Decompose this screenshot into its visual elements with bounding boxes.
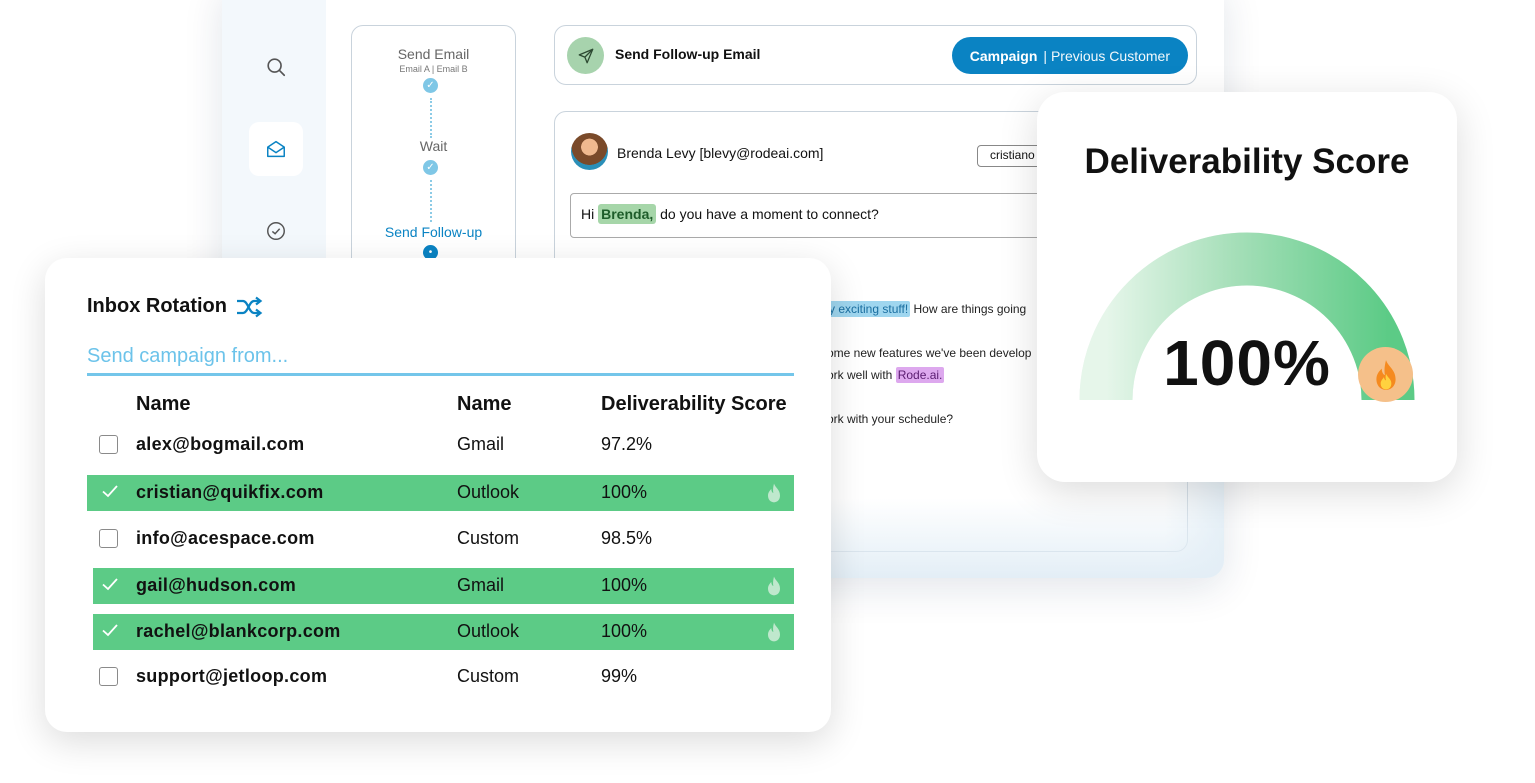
inbox-score: 97.2% [601, 434, 653, 454]
subject-suffix: do you have a moment to connect? [656, 206, 879, 222]
body-line: y exciting stuff! How are things going [827, 301, 1027, 317]
fire-icon [768, 622, 780, 642]
row-checkbox[interactable] [99, 667, 118, 686]
tasks-nav-button[interactable] [249, 204, 303, 258]
table-row[interactable]: info@acespace.com Custom 98.5% [87, 521, 794, 557]
inbox-email: support@jetloop.com [136, 666, 328, 686]
step-connector [430, 98, 432, 138]
search-icon [267, 58, 286, 77]
step-done-dot: ✓ [423, 78, 438, 93]
inbox-rotation-card: Inbox Rotation Name Name Deliverability … [45, 258, 831, 732]
body-line: ork well with Rode.ai. [827, 367, 945, 383]
fire-badge [1358, 347, 1413, 402]
subject-text: Hi Brenda, do you have a moment to conne… [581, 204, 879, 224]
inbox-score: 100% [601, 575, 648, 595]
fire-icon [1375, 359, 1396, 390]
inbox-score: 100% [601, 621, 648, 641]
body-text: How are things going [910, 302, 1027, 316]
inbox-provider: Gmail [457, 575, 505, 595]
inbox-provider: Gmail [457, 434, 505, 454]
deliverability-value: 100% [1163, 327, 1331, 399]
inbox-email: info@acespace.com [136, 528, 315, 548]
row-checkbox[interactable] [99, 435, 118, 454]
campaign-audience: | Previous Customer [1043, 47, 1170, 64]
column-header-email[interactable]: Name [136, 393, 191, 415]
column-header-provider[interactable]: Name [457, 393, 512, 415]
column-header-score[interactable]: Deliverability Score [601, 393, 787, 415]
table-row[interactable]: rachel@blankcorp.com Outlook 100% [93, 614, 794, 650]
step-subtitle: Email A | Email B [399, 64, 468, 74]
subject-field[interactable]: Hi Brenda, do you have a moment to conne… [570, 193, 1170, 238]
shuffle-icon[interactable] [235, 296, 263, 318]
campaign-label: Campaign [969, 47, 1038, 64]
campaign-button[interactable]: Campaign | Previous Customer [951, 37, 1188, 74]
inbox-email: alex@bogmail.com [136, 434, 305, 454]
mail-nav-button[interactable] [249, 122, 303, 176]
body-line: ome new features we've been develop [827, 346, 1032, 360]
inbox-provider: Outlook [457, 621, 520, 641]
check-icon[interactable] [100, 620, 120, 640]
avatar [571, 133, 608, 170]
body-line: ork with your schedule? [827, 412, 954, 426]
row-checkbox[interactable] [99, 529, 118, 548]
inbox-score: 100% [601, 482, 648, 502]
inbox-email: rachel@blankcorp.com [136, 621, 341, 641]
step-current-dot: • [423, 245, 438, 260]
first-name-variable[interactable]: Brenda, [598, 204, 657, 224]
table-row[interactable]: gail@hudson.com Gmail 100% [93, 568, 794, 604]
step-title-current[interactable]: Send Follow-up [384, 224, 483, 240]
send-from-search-input[interactable] [87, 340, 794, 376]
inbox-email: cristian@quikfix.com [136, 482, 324, 502]
company-variable[interactable]: Rode.ai. [895, 367, 945, 383]
body-text: ork well with [827, 368, 896, 382]
gauge-fill [1079, 232, 1415, 401]
fire-icon [768, 483, 780, 503]
subject-prefix: Hi [581, 206, 599, 222]
table-row[interactable]: alex@bogmail.com Gmail 97.2% [87, 427, 794, 463]
inbox-rotation-heading: Inbox Rotation [87, 295, 263, 318]
send-icon [567, 37, 604, 74]
fire-icon [768, 576, 780, 596]
step-done-dot: ✓ [423, 160, 438, 175]
step-header: Send Follow-up Email Campaign | Previous… [554, 25, 1197, 85]
inbox-provider: Custom [457, 666, 520, 686]
body-variable[interactable]: y exciting stuff! [827, 301, 911, 317]
inbox-provider: Outlook [457, 482, 520, 502]
check-circle-icon [267, 222, 285, 240]
inbox-email: gail@hudson.com [136, 575, 297, 595]
inbox-score: 99% [601, 666, 638, 686]
search-nav-button[interactable] [249, 40, 303, 94]
step-header-title: Send Follow-up Email [615, 46, 761, 62]
step-title[interactable]: Send Email [397, 46, 470, 62]
inbox-provider: Custom [457, 528, 520, 548]
deliverability-gauge [1079, 232, 1415, 401]
step-title[interactable]: Wait [419, 138, 448, 154]
table-row[interactable]: cristian@quikfix.com Outlook 100% [87, 475, 794, 511]
deliverability-title: Deliverability Score [1084, 142, 1410, 181]
deliverability-score-card: Deliverability Score 100% [1037, 92, 1457, 482]
check-icon[interactable] [100, 574, 120, 594]
check-icon[interactable] [100, 481, 120, 501]
step-connector [430, 180, 432, 222]
inbox-rotation-title: Inbox Rotation [87, 295, 227, 317]
sender-name: Brenda Levy [blevy@rodeai.com] [617, 145, 824, 161]
inbox-score: 98.5% [601, 528, 653, 548]
table-row[interactable]: support@jetloop.com Custom 99% [87, 659, 794, 695]
mail-icon [267, 140, 285, 158]
